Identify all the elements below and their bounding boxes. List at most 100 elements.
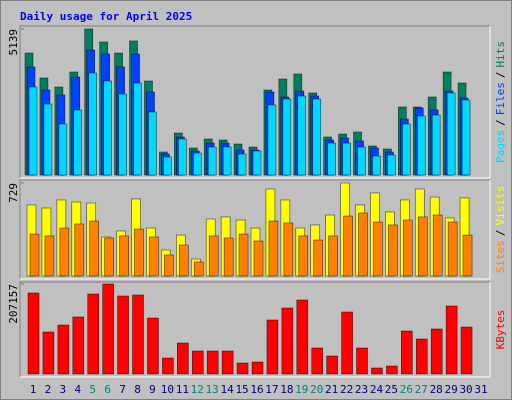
- bar: [148, 111, 157, 176]
- bar: [297, 95, 307, 176]
- bar: [373, 221, 383, 277]
- bar: [222, 146, 232, 176]
- x-tick-label: 17: [265, 383, 278, 396]
- bar: [118, 93, 127, 176]
- bar: [133, 82, 142, 176]
- x-tick-label: 2: [45, 383, 52, 396]
- bar: [446, 92, 456, 176]
- bar: [328, 235, 338, 277]
- bar: [372, 155, 381, 176]
- y-tick-label: 207157: [7, 284, 20, 324]
- x-tick-label: 22: [340, 383, 353, 396]
- x-tick-label: 31: [474, 383, 487, 396]
- bar: [236, 362, 249, 375]
- legend-separator: /: [494, 119, 507, 126]
- bar: [57, 324, 70, 375]
- x-tick-label: 19: [295, 383, 308, 396]
- bar: [298, 235, 309, 277]
- bar: [371, 367, 383, 375]
- bar: [341, 311, 353, 375]
- bar: [417, 216, 428, 277]
- bar: [281, 307, 294, 375]
- legend: KBytes: [494, 310, 507, 350]
- x-tick-label: 12: [191, 383, 204, 396]
- x-tick-label: 5: [89, 383, 96, 396]
- x-tick-label: 4: [74, 383, 81, 396]
- panel-border: [20, 180, 491, 280]
- x-tick-label: 13: [206, 383, 219, 396]
- bar: [59, 227, 70, 277]
- bar: [326, 355, 338, 375]
- bar: [221, 350, 234, 375]
- panel-border: [19, 179, 490, 279]
- bar: [42, 331, 55, 375]
- bar: [149, 236, 159, 277]
- bar: [208, 235, 219, 277]
- legend-separator: /: [494, 230, 507, 237]
- legend-entry: KBytes: [494, 310, 507, 350]
- x-tick-label: 21: [325, 383, 338, 396]
- bar: [192, 152, 202, 176]
- bar: [387, 154, 396, 176]
- bar: [164, 254, 174, 277]
- x-tick-label: 7: [119, 383, 126, 396]
- bar: [179, 244, 189, 277]
- x-tick-label: 6: [104, 383, 111, 396]
- panel-border: [20, 26, 491, 179]
- bar: [403, 219, 413, 277]
- bar: [102, 283, 114, 375]
- bar: [87, 293, 100, 375]
- bar: [163, 156, 172, 176]
- bar: [29, 233, 40, 277]
- bar: [342, 142, 351, 176]
- bar: [162, 357, 174, 375]
- bar: [402, 123, 411, 176]
- bar: [416, 115, 426, 176]
- bar: [268, 220, 279, 277]
- bar: [206, 350, 219, 375]
- bar: [358, 212, 368, 277]
- bar: [44, 235, 55, 277]
- legend-entry: Files: [494, 82, 507, 115]
- bar: [104, 237, 114, 277]
- bar: [58, 123, 68, 176]
- bar: [178, 138, 187, 176]
- bar: [266, 319, 279, 375]
- x-tick-label: 24: [370, 383, 384, 396]
- x-tick-label: 14: [221, 383, 235, 396]
- bar: [237, 153, 247, 176]
- bar: [431, 114, 441, 176]
- bar: [27, 292, 40, 375]
- bar: [251, 361, 264, 375]
- x-tick-label: 20: [310, 383, 323, 396]
- legend-entry: Visits: [494, 186, 507, 226]
- bar: [103, 80, 112, 176]
- x-tick-label: 10: [161, 383, 174, 396]
- bar: [432, 214, 443, 277]
- bar: [238, 233, 249, 277]
- bar: [134, 228, 144, 277]
- panel-border: [19, 281, 490, 377]
- legend-entry: Sites: [494, 240, 507, 273]
- bar: [356, 347, 368, 375]
- x-tick-label: 29: [445, 383, 458, 396]
- y-tick-label: 5139: [7, 29, 20, 56]
- x-tick-label: 1: [30, 383, 37, 396]
- legend: Sites / Visits: [494, 186, 507, 274]
- bar: [252, 150, 262, 176]
- bar: [401, 330, 413, 375]
- x-tick-label: 3: [60, 383, 67, 396]
- chart-title: Daily usage for April 2025: [20, 10, 192, 23]
- legend-entry: Hits: [494, 41, 507, 68]
- bar: [223, 237, 234, 277]
- bar: [73, 109, 83, 176]
- bar: [327, 142, 336, 176]
- x-tick-label: 11: [176, 383, 189, 396]
- bar: [311, 347, 324, 375]
- bar: [89, 220, 100, 277]
- bar: [357, 146, 366, 176]
- x-tick-label: 27: [415, 383, 428, 396]
- bar: [462, 234, 473, 277]
- bar: [74, 223, 85, 277]
